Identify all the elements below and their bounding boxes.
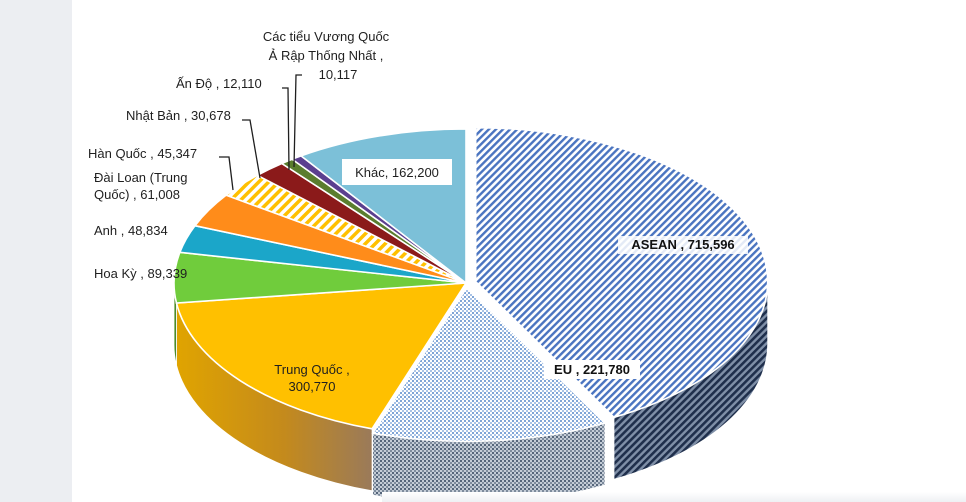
label-hoa-ky: Hoa Kỳ , 89,339 xyxy=(94,266,187,281)
label-an-do: Ấn Độ , 12,110 xyxy=(176,76,262,91)
slice-eu xyxy=(371,286,607,443)
label-trung-quoc-line2: 300,770 xyxy=(289,379,336,394)
leader--n- xyxy=(282,87,290,171)
label-nhat-ban: Nhật Bản , 30,678 xyxy=(126,108,231,123)
leader-c-c-ti-u-v-ng-qu-c-r-p-th-ng-nh-t xyxy=(293,74,302,168)
label-khac: Khác, 162,200 xyxy=(355,165,439,180)
label-uae-line2: Ả Rập Thống Nhất , xyxy=(269,48,384,63)
label-eu: EU , 221,780 xyxy=(554,362,630,377)
pie-chart: ASEAN , 715,596 EU , 221,780 Trung Quốc … xyxy=(88,29,769,502)
label-han-quoc: Hàn Quốc , 45,347 xyxy=(88,146,197,161)
leader-lines xyxy=(219,74,302,191)
leader-h-n-qu-c xyxy=(219,156,234,191)
label-asean: ASEAN , 715,596 xyxy=(631,237,734,252)
leader-nh-t-b-n xyxy=(242,119,261,179)
label-dai-loan-line2: Quốc) , 61,008 xyxy=(94,187,180,202)
chart-page: ASEAN , 715,596 EU , 221,780 Trung Quốc … xyxy=(72,0,966,502)
pie-tops xyxy=(173,126,769,443)
label-trung-quoc-line1: Trung Quốc , xyxy=(274,362,349,377)
label-uae-line1: Các tiểu Vương Quốc xyxy=(263,29,390,44)
label-anh: Anh , 48,834 xyxy=(94,223,168,238)
slice-asean xyxy=(474,126,769,419)
data-labels: ASEAN , 715,596 EU , 221,780 Trung Quốc … xyxy=(88,29,748,394)
label-dai-loan-line1: Đài Loan (Trung xyxy=(94,170,187,185)
slice-trung-qu-c xyxy=(175,282,468,430)
label-uae-line3: 10,117 xyxy=(319,67,358,82)
